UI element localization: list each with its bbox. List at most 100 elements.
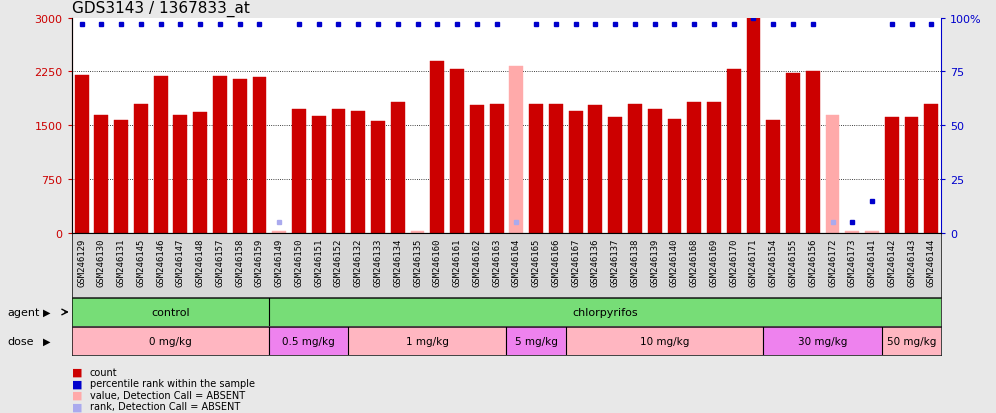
Text: 0 mg/kg: 0 mg/kg: [149, 336, 192, 346]
Text: GSM246145: GSM246145: [136, 238, 145, 287]
Bar: [213, 77, 227, 233]
Text: value, Detection Call = ABSENT: value, Detection Call = ABSENT: [90, 390, 245, 400]
Text: 1 mg/kg: 1 mg/kg: [406, 336, 449, 346]
Bar: [884, 117, 898, 233]
Text: GSM246138: GSM246138: [630, 238, 639, 287]
Bar: [924, 104, 938, 233]
Bar: [133, 104, 147, 233]
Text: GSM246160: GSM246160: [433, 238, 442, 287]
Bar: [72, 298, 269, 326]
Text: 30 mg/kg: 30 mg/kg: [798, 336, 848, 346]
Text: GSM246129: GSM246129: [77, 238, 86, 287]
Bar: [727, 70, 741, 233]
Text: dose: dose: [7, 336, 34, 346]
Bar: [569, 112, 583, 233]
Text: GSM246130: GSM246130: [97, 238, 106, 287]
Text: GSM246150: GSM246150: [295, 238, 304, 287]
Text: GSM246159: GSM246159: [255, 238, 264, 287]
Text: ■: ■: [72, 378, 83, 388]
Text: GSM246164: GSM246164: [512, 238, 521, 287]
Text: GSM246156: GSM246156: [809, 238, 818, 287]
Text: GSM246139: GSM246139: [650, 238, 659, 287]
Bar: [410, 232, 424, 233]
Text: GSM246144: GSM246144: [927, 238, 936, 287]
Text: GSM246146: GSM246146: [156, 238, 165, 287]
Text: GSM246168: GSM246168: [689, 238, 699, 287]
Bar: [173, 115, 187, 233]
Bar: [687, 103, 701, 233]
Text: GSM246143: GSM246143: [907, 238, 916, 287]
Text: GSM246161: GSM246161: [452, 238, 461, 287]
Bar: [269, 327, 349, 355]
Text: GSM246157: GSM246157: [215, 238, 224, 287]
Bar: [450, 70, 464, 233]
Bar: [529, 105, 543, 233]
Text: ■: ■: [72, 401, 83, 411]
Text: GSM246162: GSM246162: [472, 238, 481, 287]
Text: 10 mg/kg: 10 mg/kg: [639, 336, 689, 346]
Bar: [75, 76, 89, 233]
Text: ▶: ▶: [43, 307, 51, 317]
Text: GSM246173: GSM246173: [848, 238, 857, 287]
Bar: [470, 106, 484, 233]
Text: GSM246148: GSM246148: [195, 238, 204, 287]
Bar: [766, 120, 780, 233]
Bar: [153, 76, 167, 233]
Text: GSM246137: GSM246137: [611, 238, 620, 287]
Text: agent: agent: [7, 307, 40, 317]
Text: GSM246135: GSM246135: [413, 238, 422, 287]
Bar: [292, 110, 306, 233]
Text: GSM246171: GSM246171: [749, 238, 758, 287]
Text: GSM246165: GSM246165: [532, 238, 541, 287]
Text: GSM246163: GSM246163: [492, 238, 501, 287]
Bar: [549, 105, 563, 233]
Bar: [904, 117, 918, 233]
Text: ■: ■: [72, 367, 83, 377]
Text: ▶: ▶: [43, 336, 51, 346]
Bar: [707, 103, 721, 233]
Bar: [390, 103, 404, 233]
Bar: [272, 232, 286, 233]
Text: GSM246151: GSM246151: [314, 238, 324, 287]
Bar: [509, 67, 523, 233]
Text: GSM246167: GSM246167: [571, 238, 580, 287]
Text: ■: ■: [72, 390, 83, 400]
Bar: [881, 327, 941, 355]
Text: GSM246172: GSM246172: [828, 238, 837, 287]
Bar: [647, 110, 661, 233]
Text: GSM246154: GSM246154: [769, 238, 778, 287]
Text: count: count: [90, 367, 118, 377]
Text: GSM246147: GSM246147: [176, 238, 185, 287]
Bar: [332, 110, 346, 233]
Text: GSM246166: GSM246166: [552, 238, 561, 287]
Bar: [806, 71, 820, 233]
Bar: [589, 106, 603, 233]
Text: GSM246134: GSM246134: [393, 238, 402, 287]
Text: GSM246169: GSM246169: [709, 238, 718, 287]
Bar: [312, 116, 326, 233]
Text: GSM246142: GSM246142: [887, 238, 896, 287]
Bar: [72, 327, 269, 355]
Text: GSM246158: GSM246158: [235, 238, 244, 287]
Text: GSM246152: GSM246152: [334, 238, 343, 287]
Text: control: control: [151, 307, 190, 317]
Text: GSM246149: GSM246149: [275, 238, 284, 287]
Text: 5 mg/kg: 5 mg/kg: [515, 336, 558, 346]
Bar: [95, 115, 109, 233]
Bar: [233, 79, 247, 233]
Text: 50 mg/kg: 50 mg/kg: [886, 336, 936, 346]
Text: GSM246141: GSM246141: [868, 238, 876, 287]
Text: percentile rank within the sample: percentile rank within the sample: [90, 378, 255, 388]
Text: rank, Detection Call = ABSENT: rank, Detection Call = ABSENT: [90, 401, 240, 411]
Bar: [269, 298, 941, 326]
Text: GSM246131: GSM246131: [117, 238, 125, 287]
Bar: [490, 105, 504, 233]
Text: GSM246133: GSM246133: [374, 238, 382, 287]
Text: chlorpyrifos: chlorpyrifos: [573, 307, 638, 317]
Text: GDS3143 / 1367833_at: GDS3143 / 1367833_at: [72, 1, 250, 17]
Bar: [846, 232, 860, 233]
Bar: [866, 232, 879, 233]
Bar: [667, 119, 681, 233]
Bar: [747, 19, 760, 233]
Bar: [115, 120, 128, 233]
